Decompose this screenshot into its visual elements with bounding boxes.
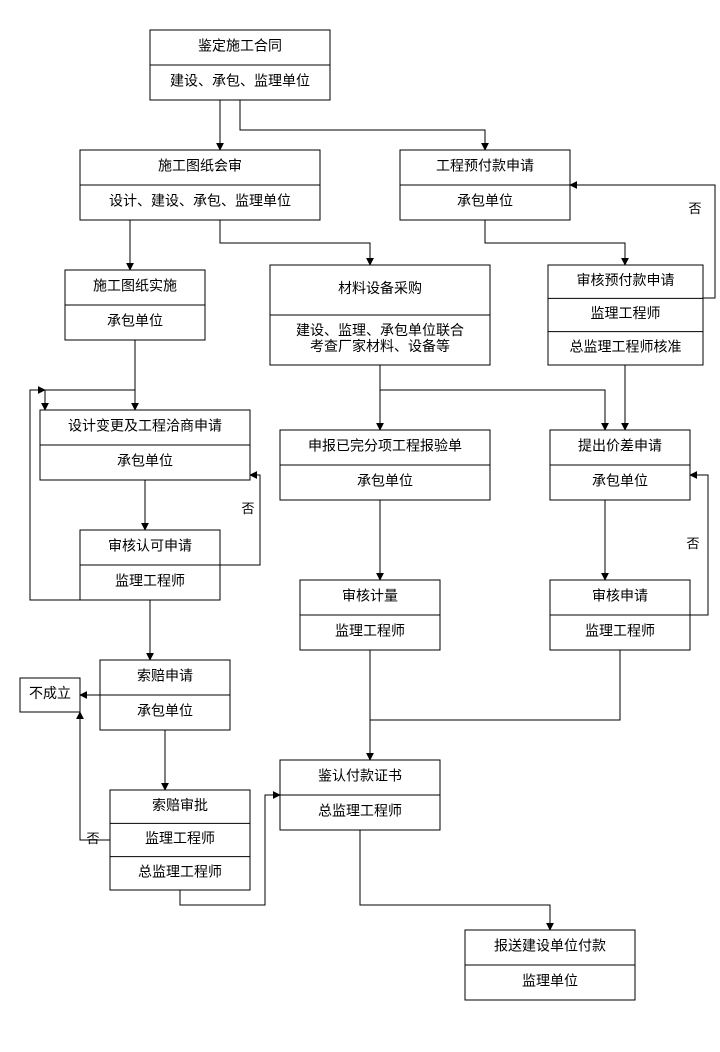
flow-edge: [240, 100, 485, 150]
flow-node: 鉴认付款证书总监理工程师: [280, 760, 440, 830]
flow-edge: [485, 220, 625, 265]
flow-node: 鉴定施工合同建设、承包、监理单位: [150, 30, 330, 100]
flow-node: 审核认可申请监理工程师: [80, 530, 220, 600]
node-text: 审核申请: [592, 589, 648, 605]
flow-node: 施工图纸会审设计、建设、承包、监理单位: [80, 150, 320, 220]
node-text: 监理工程师: [115, 574, 185, 590]
flowchart-canvas: 否否否否鉴定施工合同建设、承包、监理单位施工图纸会审设计、建设、承包、监理单位工…: [0, 0, 720, 1052]
node-text: 监理工程师: [591, 306, 661, 322]
node-text: 总监理工程师: [318, 804, 402, 820]
node-text: 审核认可申请: [108, 539, 192, 555]
flow-node: 审核申请监理工程师: [550, 580, 690, 650]
node-text: 审核预付款申请: [577, 273, 675, 289]
node-text: 考查厂家材料、设备等: [310, 338, 450, 355]
node-text: 总监理工程师: [138, 865, 222, 881]
node-text: 承包单位: [117, 454, 173, 470]
flow-edge: [80, 712, 110, 840]
node-text: 提出价差申请: [578, 439, 662, 455]
edge-label: 否: [86, 831, 99, 846]
flow-edge: [220, 475, 260, 565]
node-text: 索赔审批: [152, 797, 208, 814]
flow-node: 报送建设单位付款监理单位: [465, 930, 635, 1000]
flow-edge: [220, 220, 370, 265]
node-text: 申报已完分项工程报验单: [308, 439, 462, 455]
flow-edge: [360, 830, 550, 930]
node-text: 承包单位: [107, 314, 163, 330]
node-text: 报送建设单位付款: [494, 939, 606, 955]
node-text: 承包单位: [592, 474, 648, 490]
node-text: 承包单位: [457, 194, 513, 210]
flow-node: 提出价差申请承包单位: [550, 430, 690, 500]
flow-edge: [380, 390, 605, 430]
node-text: 材料设备采购: [338, 280, 422, 297]
node-text: 总监理工程师核准: [570, 340, 682, 356]
node-text: 施工图纸会审: [158, 159, 242, 175]
flow-node: 索赔审批监理工程师总监理工程师: [110, 790, 250, 890]
node-text: 监理单位: [522, 974, 578, 990]
node-text: 鉴认付款证书: [318, 769, 402, 785]
node-text: 建设、承包、监理单位: [170, 74, 310, 90]
node-text: 鉴定施工合同: [198, 39, 282, 55]
edge-label: 否: [241, 501, 254, 516]
node-text: 审核计量: [342, 589, 398, 605]
flow-node: 不成立: [20, 678, 80, 712]
node-text: 索赔申请: [137, 668, 193, 685]
flow-node: 施工图纸实施承包单位: [65, 270, 205, 340]
flow-node: 审核预付款申请监理工程师总监理工程师核准: [548, 265, 703, 365]
node-text: 施工图纸实施: [93, 279, 177, 295]
node-text: 工程预付款申请: [436, 159, 534, 175]
edge-label: 否: [686, 536, 699, 551]
node-text: 监理工程师: [585, 624, 655, 640]
flow-node: 索赔申请承包单位: [100, 660, 230, 730]
node-text: 设计、建设、承包、监理单位: [109, 194, 291, 210]
node-text: 监理工程师: [145, 831, 215, 847]
flow-node: 工程预付款申请承包单位: [400, 150, 570, 220]
node-text: 承包单位: [357, 474, 413, 490]
node-text: 建设、监理、承包单位联合: [296, 323, 464, 339]
flow-edge: [370, 650, 620, 720]
flow-node: 设计变更及工程洽商申请承包单位: [40, 410, 250, 480]
flow-node: 审核计量监理工程师: [300, 580, 440, 650]
node-text: 不成立: [29, 686, 71, 702]
node-text: 承包单位: [137, 704, 193, 720]
flow-edge: [45, 340, 135, 410]
node-text: 设计变更及工程洽商申请: [68, 419, 222, 435]
edge-label: 否: [688, 201, 701, 216]
node-text: 监理工程师: [335, 624, 405, 640]
flow-node: 材料设备采购建设、监理、承包单位联合考查厂家材料、设备等: [270, 265, 490, 365]
flow-node: 申报已完分项工程报验单承包单位: [280, 430, 490, 500]
